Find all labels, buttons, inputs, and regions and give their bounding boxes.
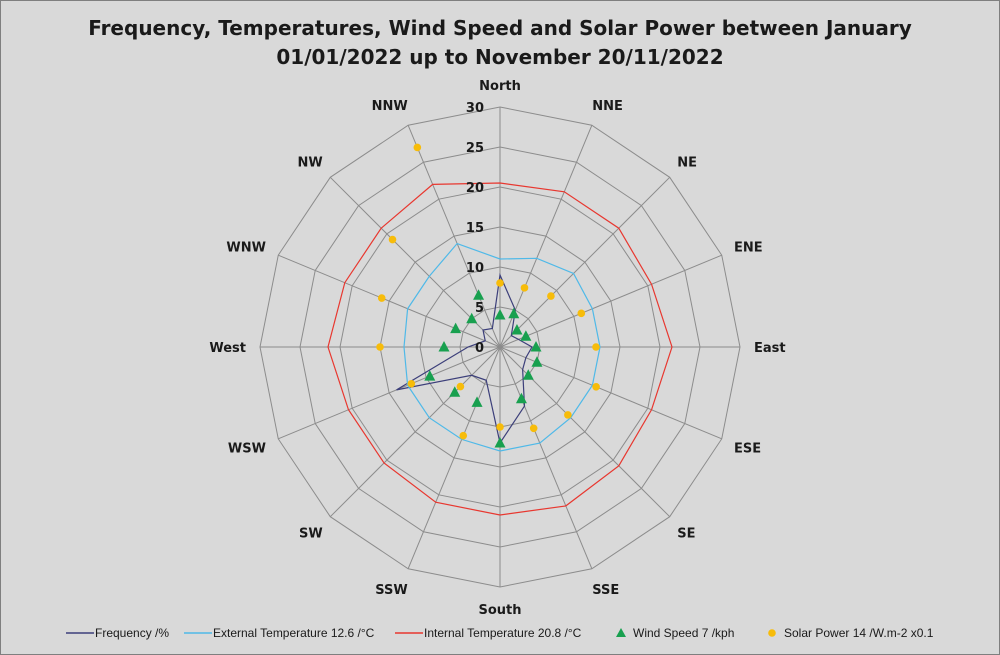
chart-title-line-1: Frequency, Temperatures, Wind Speed and …	[88, 16, 912, 40]
legend-label-solar-power-14-w-m-2-x0-1: Solar Power 14 /W.m-2 x0.1	[784, 626, 934, 640]
marker-solar-power-14-w-m-2-x0-1-south	[496, 423, 504, 431]
marker-wind-speed-7-kph-ssw	[471, 396, 483, 407]
marker-wind-speed-7-kph-ne	[511, 324, 523, 335]
marker-wind-speed-7-kph-se	[522, 369, 534, 380]
direction-label-nnw: NNW	[372, 99, 408, 114]
direction-label-east: East	[754, 341, 786, 356]
series-line-external-temperature-12-6-c	[403, 242, 601, 452]
direction-label-se: SE	[677, 526, 695, 541]
legend-swatch-wind-speed-7-kph	[616, 628, 626, 637]
direction-label-west: West	[209, 341, 246, 356]
marker-wind-speed-7-kph-west	[438, 341, 450, 352]
direction-label-south: South	[478, 603, 521, 618]
chart-title: Frequency, Temperatures, Wind Speed and …	[0, 14, 1000, 72]
spoke-ne	[499, 176, 671, 348]
legend-label-internal-temperature-20-8-c: Internal Temperature 20.8 /°C	[424, 626, 582, 640]
direction-label-sw: SW	[299, 526, 323, 541]
marker-wind-speed-7-kph-sw	[449, 386, 461, 397]
legend-label-external-temperature-12-6-c: External Temperature 12.6 /°C	[213, 626, 375, 640]
marker-solar-power-14-w-m-2-x0-1-wsw	[407, 379, 416, 388]
marker-solar-power-14-w-m-2-x0-1-ese	[592, 382, 600, 391]
marker-solar-power-14-w-m-2-x0-1-north	[496, 279, 504, 287]
legend-item-internal-temperature-20-8-c: Internal Temperature 20.8 /°C	[395, 626, 582, 640]
series-line-internal-temperature-20-8-c	[327, 182, 673, 516]
marker-wind-speed-7-kph-ese	[531, 356, 543, 367]
r-tick-15: 15	[466, 221, 484, 236]
direction-label-wnw: WNW	[226, 241, 266, 256]
spoke-wsw	[278, 346, 501, 440]
spoke-sse	[499, 346, 593, 569]
direction-label-ene: ENE	[734, 241, 763, 256]
marker-solar-power-14-w-m-2-x0-1-ene	[577, 309, 586, 318]
r-tick-5: 5	[475, 301, 484, 316]
marker-wind-speed-7-kph-nw	[466, 312, 478, 324]
chart-title-line-2: 01/01/2022 up to November 20/11/2022	[276, 45, 724, 69]
legend-item-external-temperature-12-6-c: External Temperature 12.6 /°C	[184, 626, 375, 640]
r-tick-0: 0	[475, 341, 484, 356]
legend-item-wind-speed-7-kph: Wind Speed 7 /kph	[616, 626, 734, 640]
marker-solar-power-14-w-m-2-x0-1-east	[592, 343, 600, 351]
marker-wind-speed-7-kph-nnw	[473, 289, 485, 300]
spoke-sw	[329, 346, 501, 518]
marker-solar-power-14-w-m-2-x0-1-sse	[529, 424, 538, 433]
marker-wind-speed-7-kph-nne	[508, 307, 520, 319]
r-tick-10: 10	[466, 261, 484, 276]
direction-label-nne: NNE	[592, 99, 623, 114]
marker-wind-speed-7-kph-wnw	[450, 322, 462, 334]
direction-label-sse: SSE	[592, 583, 619, 598]
legend: Frequency /% External Temperature 12.6 /°…	[66, 626, 934, 640]
marker-solar-power-14-w-m-2-x0-1-nne	[520, 284, 529, 292]
marker-solar-power-14-w-m-2-x0-1-se	[564, 411, 572, 419]
series-external-temperature-12-6-c	[403, 242, 601, 452]
marker-solar-power-14-w-m-2-x0-1-ssw	[459, 431, 468, 440]
marker-solar-power-14-w-m-2-x0-1-nw	[388, 235, 397, 244]
direction-label-ne: NE	[677, 156, 697, 171]
series-internal-temperature-20-8-c	[327, 182, 673, 516]
marker-solar-power-14-w-m-2-x0-1-nnw	[413, 143, 422, 152]
spoke-ene	[499, 254, 722, 348]
direction-label-ese: ESE	[734, 441, 761, 456]
marker-solar-power-14-w-m-2-x0-1-ne	[547, 292, 555, 300]
legend-item-solar-power-14-w-m-2-x0-1: Solar Power 14 /W.m-2 x0.1	[768, 626, 934, 640]
series-solar-power-14-w-m-2-x0-1	[376, 143, 600, 440]
legend-label-frequency: Frequency /%	[95, 626, 169, 640]
direction-label-ssw: SSW	[375, 583, 407, 598]
marker-wind-speed-7-kph-east	[530, 341, 542, 352]
marker-solar-power-14-w-m-2-x0-1-west	[376, 343, 384, 351]
legend-item-frequency: Frequency /%	[66, 626, 169, 640]
legend-swatch-solar-power-14-w-m-2-x0-1	[768, 629, 776, 637]
r-tick-20: 20	[466, 181, 484, 196]
marker-solar-power-14-w-m-2-x0-1-sw	[456, 382, 465, 391]
marker-wind-speed-7-kph-wsw	[424, 370, 436, 381]
spoke-nnw	[407, 125, 501, 348]
marker-wind-speed-7-kph-sse	[515, 392, 527, 404]
marker-wind-speed-7-kph-ene	[520, 330, 532, 341]
marker-wind-speed-7-kph-north	[494, 309, 506, 320]
r-tick-30: 30	[466, 101, 484, 116]
direction-label-nw: NW	[298, 156, 323, 171]
spoke-wnw	[278, 254, 501, 348]
direction-label-north: North	[479, 79, 521, 94]
r-tick-25: 25	[466, 141, 484, 156]
spoke-ssw	[407, 346, 501, 569]
direction-label-wsw: WSW	[228, 441, 266, 456]
marker-solar-power-14-w-m-2-x0-1-wnw	[377, 294, 386, 302]
marker-wind-speed-7-kph-south	[494, 437, 506, 448]
legend-label-wind-speed-7-kph: Wind Speed 7 /kph	[633, 626, 734, 640]
series-wind-speed-7-kph	[424, 289, 543, 448]
